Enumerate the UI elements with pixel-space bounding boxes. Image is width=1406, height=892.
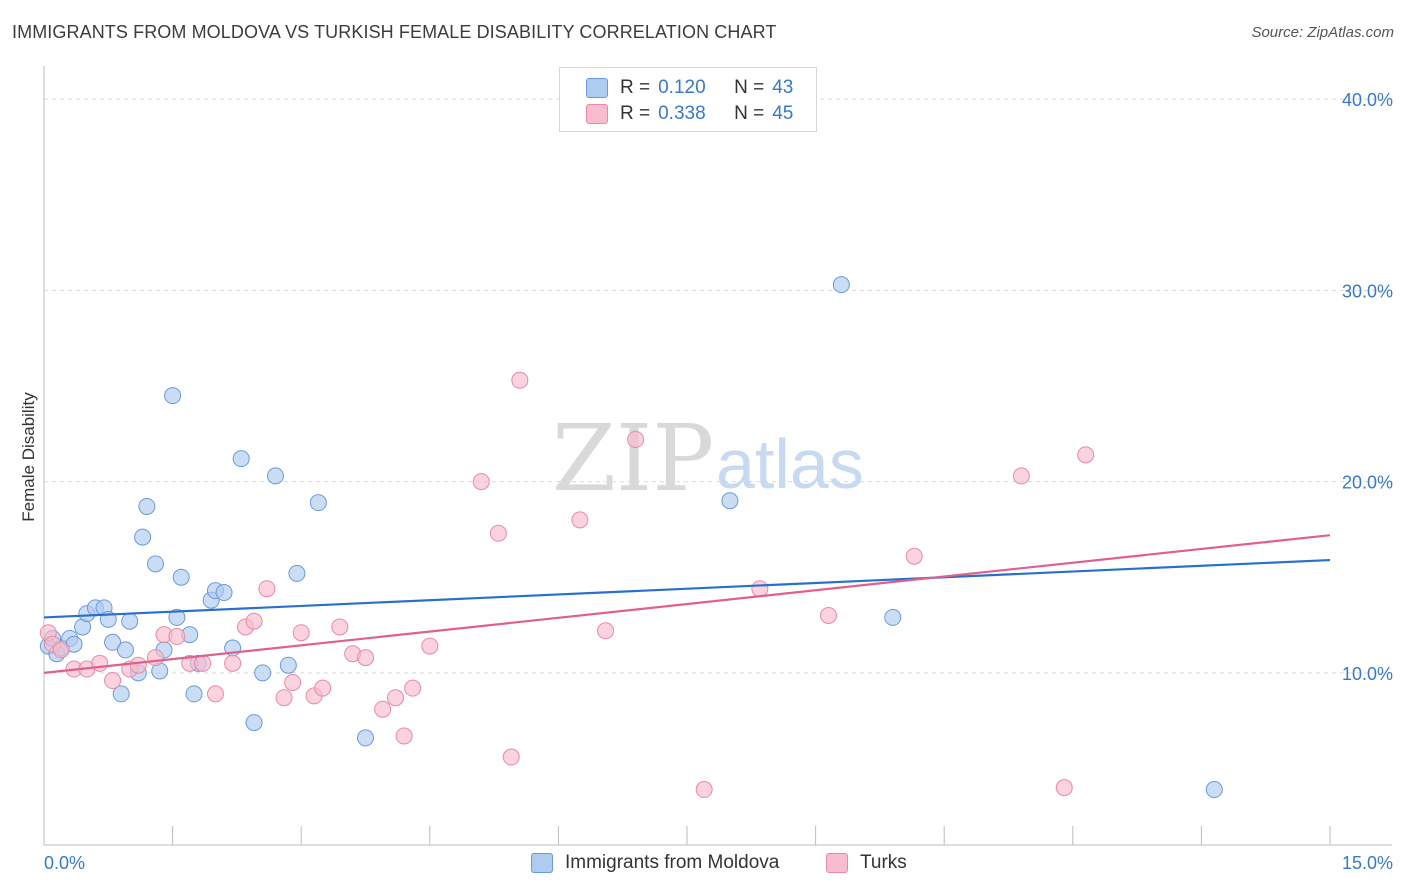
moldova-point: [215, 584, 233, 602]
moldova-trend-line: [43, 558, 1331, 619]
watermark-atlas: atlas: [716, 425, 864, 503]
turks-point: [1012, 467, 1030, 485]
turks-point: [374, 700, 392, 718]
moldova-point: [1205, 781, 1223, 799]
turks-point: [245, 612, 263, 630]
moldova-point: [164, 387, 182, 405]
data-points: [39, 276, 1223, 799]
legend-n-value: 43: [772, 77, 794, 98]
turks-point: [194, 654, 212, 672]
moldova-point: [357, 729, 374, 747]
bottom-legend-turks: Turks: [826, 852, 907, 874]
moldova-point: [266, 467, 284, 485]
legend-item-label: Immigrants from Moldova: [565, 852, 780, 873]
turks-point: [502, 748, 520, 766]
turks-point: [1055, 779, 1073, 797]
moldova-point: [245, 714, 263, 732]
moldova-point: [832, 276, 850, 294]
trend-lines: [43, 534, 1331, 674]
turks-point: [489, 524, 507, 542]
bottom-legend-moldova: Immigrants from Moldova: [531, 852, 779, 874]
turks-point: [206, 685, 224, 703]
turks-point: [695, 781, 713, 799]
source-label: Source: ZipAtlas.com: [1251, 24, 1394, 41]
turks-point: [52, 641, 70, 659]
legend-row-moldova: R = 0.120 N = 43: [586, 76, 793, 100]
moldova-point: [309, 494, 327, 512]
moldova-point: [254, 664, 272, 682]
turks-point: [129, 656, 147, 674]
turks-point: [387, 689, 405, 707]
y-tick-label: 40.0%: [1342, 90, 1393, 110]
moldova-point: [172, 568, 190, 586]
turks-point: [597, 622, 615, 640]
turks-point: [292, 624, 310, 642]
turks-point: [404, 679, 422, 697]
legend-r-value: 0.338: [658, 103, 706, 124]
x-tick-label: 0.0%: [44, 853, 85, 873]
axes: [43, 66, 1392, 846]
moldova-point: [138, 497, 156, 515]
legend-swatch-pink: [586, 104, 608, 124]
moldova-point: [185, 685, 203, 703]
moldova-point: [288, 564, 306, 582]
turks-point: [421, 637, 439, 655]
watermark: ZIP atlas: [552, 405, 864, 512]
turks-point: [627, 431, 645, 449]
x-tick-label: 15.0%: [1342, 853, 1393, 873]
turks-point: [511, 371, 529, 389]
turks-point: [146, 649, 164, 667]
turks-point: [472, 473, 490, 491]
legend-n-value: 45: [772, 103, 794, 124]
stats-legend: R = 0.120 N = 43 R = 0.338 N = 45: [559, 67, 817, 132]
legend-n-label: N =: [734, 103, 765, 124]
legend-r-label: R =: [620, 103, 651, 124]
turks-point: [331, 618, 349, 636]
turks-point: [104, 672, 122, 690]
turks-point: [1077, 446, 1095, 464]
y-tick-label: 10.0%: [1342, 664, 1393, 684]
moldova-point: [116, 641, 134, 659]
moldova-point: [279, 656, 297, 674]
legend-swatch-blue: [531, 853, 553, 873]
turks-point: [819, 607, 837, 624]
moldova-point: [112, 685, 130, 703]
turks-point: [275, 689, 293, 707]
tick-labels: 10.0% 20.0% 30.0% 40.0% 0.0% 15.0%: [44, 90, 1393, 873]
moldova-point: [884, 608, 902, 626]
turks-point: [314, 679, 332, 697]
y-tick-label: 30.0%: [1342, 281, 1393, 301]
turks-trend-line: [43, 534, 1331, 674]
moldova-point: [168, 608, 186, 626]
moldova-point: [104, 633, 122, 651]
legend-row-turks: R = 0.338 N = 45: [586, 102, 793, 126]
legend-n-label: N =: [734, 77, 765, 98]
y-tick-label: 20.0%: [1342, 473, 1393, 493]
moldova-point: [232, 450, 250, 468]
chart-title: IMMIGRANTS FROM MOLDOVA VS TURKISH FEMAL…: [12, 22, 777, 42]
legend-r-value: 0.120: [658, 77, 706, 98]
turks-point: [905, 547, 923, 565]
turks-point: [357, 649, 374, 667]
moldova-point: [134, 528, 152, 546]
legend-swatch-pink: [826, 853, 848, 873]
y-axis-label: Female Disability: [19, 392, 38, 522]
turks-point: [751, 580, 769, 598]
moldova-point: [721, 492, 739, 510]
turks-point: [395, 727, 413, 745]
turks-point: [284, 673, 302, 691]
turks-point: [224, 654, 242, 672]
moldova-point: [146, 555, 164, 573]
turks-point: [168, 628, 186, 646]
watermark-zip: ZIP: [552, 405, 714, 512]
moldova-point: [121, 612, 139, 630]
turks-point: [258, 580, 276, 598]
turks-point: [91, 654, 109, 672]
legend-item-label: Turks: [860, 852, 907, 873]
turks-point: [571, 511, 589, 529]
legend-swatch-blue: [586, 78, 608, 98]
legend-r-label: R =: [620, 77, 651, 98]
